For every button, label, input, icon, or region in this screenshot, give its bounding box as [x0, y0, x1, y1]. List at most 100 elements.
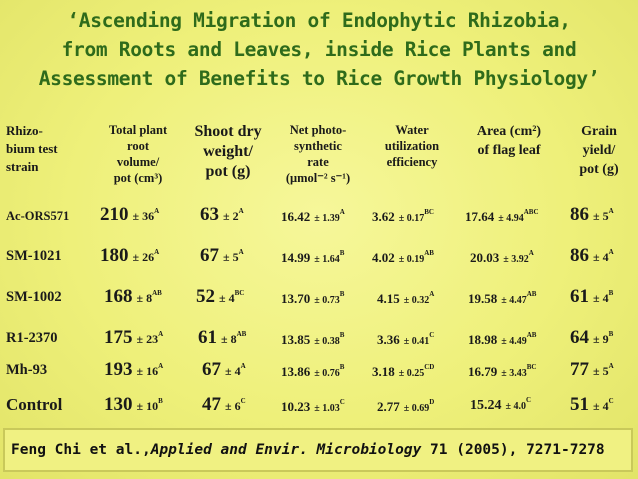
shoot-cell: 52 ± 4BC [196, 286, 244, 308]
value: 47 [202, 394, 221, 415]
significance: C [240, 397, 246, 405]
significance: B [339, 249, 345, 257]
grain-cell: 86 ± 5A [570, 204, 614, 226]
header-photosynthetic-rate: Net photo- synthetic rate (μmol⁻² s⁻¹) [274, 122, 362, 186]
table-row: Mh-93 193 ± 16A 67 ± 4A 13.86 ± 0.76B 3.… [0, 357, 638, 387]
significance: A [429, 290, 435, 298]
significance: B [339, 363, 345, 371]
header-photo-line: Net photo- [289, 123, 347, 137]
error: ± 5 [593, 364, 609, 378]
error: ± 1.03 [314, 403, 340, 414]
grain-cell: 77 ± 5A [570, 359, 614, 381]
header-area-line: Area (cm²) [476, 124, 542, 139]
value: 3.18 [372, 364, 395, 379]
photo-cell: 10.23 ± 1.03C [281, 398, 345, 416]
significance: B [158, 397, 163, 405]
grain-cell: 64 ± 9B [570, 327, 613, 349]
strain-name: Control [6, 395, 63, 414]
header-grain-line: pot (g) [579, 162, 619, 177]
water-cell: 4.15 ± 0.32A [377, 290, 434, 308]
significance: A [240, 362, 246, 370]
citation-details: 71 (2005), 7271-7278 [421, 442, 605, 458]
volume-cell: 210 ± 36A [100, 204, 159, 226]
volume-cell: 180 ± 26A [100, 245, 159, 267]
significance: C [429, 331, 435, 339]
value: 16.42 [281, 209, 311, 224]
value: 77 [570, 359, 589, 380]
value: 61 [198, 327, 217, 348]
shoot-cell: 67 ± 4A [202, 359, 246, 381]
significance: A [238, 207, 244, 215]
area-cell: 20.03 ± 3.92A [470, 249, 534, 267]
slide-title: ‘Ascending Migration of Endophytic Rhizo… [0, 6, 638, 93]
value: 180 [100, 245, 129, 266]
shoot-cell: 61 ± 8AB [198, 327, 246, 349]
water-cell: 4.02 ± 0.19AB [372, 249, 434, 267]
error: ± 0.76 [314, 368, 340, 379]
header-water-line: utilization [384, 139, 440, 153]
strain-name: Mh-93 [6, 362, 48, 378]
citation-journal: Applied and Envir. Microbiology [150, 442, 422, 458]
table-row: SM-1002 168 ± 8AB 52 ± 4BC 13.70 ± 0.73B… [0, 284, 638, 314]
volume-cell: 193 ± 16A [104, 359, 163, 381]
significance: A [608, 207, 614, 215]
header-water-line: efficiency [386, 155, 438, 169]
error: ± 6 [225, 399, 241, 413]
error: ± 0.73 [314, 295, 340, 306]
value: 14.99 [281, 250, 311, 265]
error: ± 4.94 [498, 213, 524, 224]
header-shoot-line: pot (g) [205, 163, 251, 180]
shoot-cell: 63 ± 2A [200, 204, 244, 226]
grain-cell: 51 ± 4C [570, 394, 614, 416]
area-cell: 15.24 ± 4.0C [470, 396, 531, 414]
header-strain-line: strain [6, 159, 39, 174]
significance: CD [424, 363, 435, 371]
value: 168 [104, 286, 133, 307]
significance: D [429, 398, 435, 406]
significance: A [238, 248, 244, 256]
water-cell: 3.62 ± 0.17BC [372, 208, 434, 226]
header-water-use: Water utilization efficiency [368, 122, 456, 170]
area-cell: 17.64 ± 4.94ABC [465, 208, 539, 226]
error: ± 8 [136, 291, 153, 305]
error: ± 4 [225, 364, 241, 378]
value: 86 [570, 204, 589, 225]
significance: A [154, 248, 160, 256]
significance: BC [234, 289, 245, 297]
title-line-3: Assessment of Benefits to Rice Growth Ph… [38, 67, 600, 90]
photo-cell: 16.42 ± 1.39A [281, 208, 345, 226]
significance: AB [152, 289, 162, 297]
header-total-volume: Total plant root volume/ pot (cm³) [92, 122, 184, 186]
value: 67 [202, 359, 221, 380]
header-volume-line: volume/ [116, 155, 160, 169]
significance: AB [236, 330, 247, 338]
value: 3.62 [372, 209, 395, 224]
error: ± 0.17 [398, 213, 425, 224]
error: ± 0.25 [398, 368, 425, 379]
value: 52 [196, 286, 215, 307]
header-shoot-line: Shoot dry [194, 123, 262, 140]
error: ± 0.32 [403, 295, 430, 306]
area-cell: 18.98 ± 4.49AB [468, 331, 536, 349]
value: 63 [200, 204, 219, 225]
error: ± 4.0 [505, 401, 527, 412]
significance: A [158, 362, 164, 370]
strain-name: SM-1021 [6, 248, 62, 264]
grain-cell: 86 ± 4A [570, 245, 614, 267]
significance: C [339, 398, 345, 406]
header-shoot-line: weight/ [203, 143, 253, 160]
header-volume-line: root [127, 139, 149, 153]
error: ± 2 [223, 209, 239, 223]
significance: A [154, 207, 160, 215]
significance: BC [526, 363, 537, 371]
value: 4.15 [377, 291, 400, 306]
value: 16.79 [468, 364, 498, 379]
significance: AB [526, 290, 537, 298]
value: 13.86 [281, 364, 311, 379]
value: 193 [104, 359, 133, 380]
photo-cell: 13.86 ± 0.76B [281, 363, 344, 381]
header-strain-line: bium test [6, 141, 58, 156]
value: 20.03 [470, 250, 500, 265]
value: 67 [200, 245, 219, 266]
error: ± 1.64 [314, 254, 340, 265]
